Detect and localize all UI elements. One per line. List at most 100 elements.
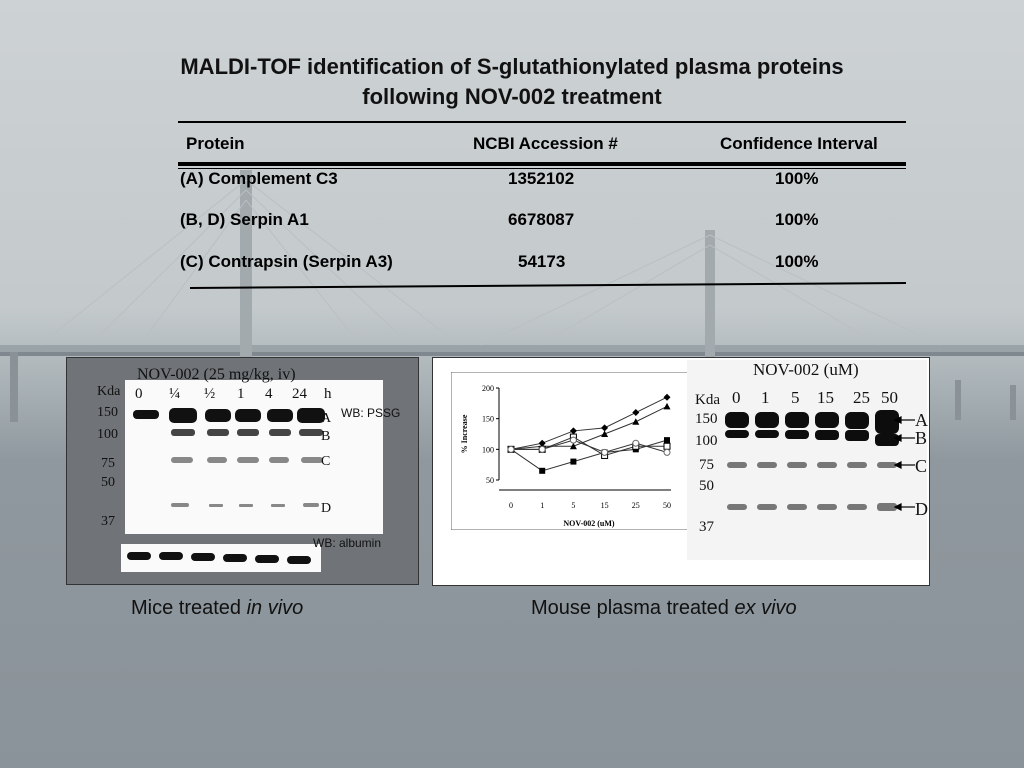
table-header-rule-thin (178, 168, 906, 169)
lane-label: 1 (761, 388, 770, 407)
marker-label: 150 (695, 411, 718, 427)
series-line-triangle (510, 405, 668, 450)
slide-title: MALDI-TOF identification of S-glutathion… (100, 52, 924, 112)
x-tick-label: 15 (601, 501, 609, 510)
data-point-circle-open (632, 439, 640, 447)
lane-label: 0 (732, 388, 741, 407)
band-label: D (915, 499, 928, 519)
table-cell-accession: 54173 (518, 252, 566, 271)
caption-ex-vivo-text: Mouse plasma treated (531, 597, 735, 619)
data-point-square-filled (664, 437, 670, 444)
lane-label: 25 (853, 388, 870, 407)
wb-pssg-label: WB: PSSG (341, 406, 401, 420)
table-cell-confidence: 100% (775, 169, 819, 188)
band-label: C (915, 456, 928, 476)
data-point-circle-open (663, 448, 671, 456)
data-point-diamond (569, 427, 577, 435)
lane-label: 50 (881, 388, 898, 407)
pssg-bands (133, 408, 325, 507)
x-tick-label: 50 (663, 501, 671, 510)
series-line-circle-open (511, 439, 668, 453)
table-header-confidence: Confidence Interval (720, 134, 878, 153)
ex-vivo-panel: 200 150 100 50 0 1 5 15 25 50 NOV-002 (uM)% Increa… (432, 357, 930, 586)
band-label: A (915, 410, 928, 430)
data-point-diamond (632, 409, 640, 417)
marker-label: 50 (699, 478, 714, 494)
marker-label: 75 (699, 457, 714, 473)
lane-label: 1 (237, 386, 245, 402)
marker-label: 37 (699, 519, 714, 535)
band-label: D (321, 501, 332, 516)
ex-vivo-bands (725, 410, 915, 511)
marker-label: 50 (101, 475, 115, 490)
lane-label: 0 (135, 386, 143, 402)
x-tick-label: 25 (632, 501, 640, 510)
caption-ex-vivo-italic: ex vivo (734, 597, 797, 619)
lane-label: ½ (204, 386, 216, 402)
marker-label: 37 (101, 514, 115, 529)
lane-label: 5 (791, 388, 800, 407)
marker-label: 75 (101, 456, 115, 471)
ex-vivo-blot-title: NOV-002 (uM) (753, 360, 859, 379)
in-vivo-blot-panel: NOV-002 (25 mg/kg, iv) Kda 150 100 75 50… (66, 357, 419, 585)
y-tick-label: 150 (482, 415, 494, 424)
y-tick-label: 50 (486, 476, 494, 485)
table-cell-protein: (B, D) Serpin A1 (180, 210, 309, 229)
caption-in-vivo: Mice treated in vivo (131, 597, 303, 620)
table-header-accession: NCBI Accession # (473, 134, 618, 153)
caption-ex-vivo: Mouse plasma treated ex vivo (531, 597, 797, 620)
ex-vivo-blot-area (687, 360, 927, 560)
y-tick-label: 100 (482, 445, 494, 454)
data-point-square-filled (539, 467, 546, 474)
marker-label: 100 (97, 427, 118, 442)
table-header-protein: Protein (186, 134, 245, 153)
kda-label: Kda (695, 392, 720, 408)
table-top-rule (178, 121, 906, 123)
wb-albumin-label: WB: albumin (313, 536, 382, 550)
table-cell-confidence: 100% (775, 210, 819, 229)
marker-label: 100 (695, 433, 718, 449)
y-axis-label: % Increase (460, 414, 469, 453)
table-cell-confidence: 100% (775, 252, 819, 271)
lane-label: 4 (265, 386, 273, 402)
x-axis-label: NOV-002 (uM) (563, 519, 615, 528)
data-point-triangle (632, 418, 640, 425)
table-cell-protein: (A) Complement C3 (180, 169, 338, 188)
table-cell-protein: (C) Contrapsin (Serpin A3) (180, 252, 393, 271)
x-tick-label: 0 (509, 501, 513, 510)
table-cell-accession: 6678087 (508, 210, 575, 229)
series-line-diamond (510, 396, 668, 450)
data-point-circle-open (569, 436, 577, 444)
data-point-triangle (663, 402, 671, 410)
band-label: B (321, 429, 331, 444)
blot-title: NOV-002 (25 mg/kg, iv) (137, 366, 296, 383)
data-point-diamond (663, 393, 671, 401)
data-point-square-filled (570, 458, 577, 465)
marker-label: 150 (97, 405, 118, 420)
data-point-circle-open (538, 445, 546, 453)
data-point-circle-open (601, 448, 609, 456)
data-point-circle-open (507, 445, 515, 453)
y-tick-label: 200 (482, 384, 494, 393)
caption-in-vivo-italic: in vivo (246, 597, 304, 619)
albumin-bands (127, 552, 311, 564)
caption-in-vivo-text: Mice treated (131, 597, 247, 619)
table-header-rule (178, 162, 906, 166)
data-point-diamond (601, 424, 609, 432)
data-point-square-open (663, 442, 671, 450)
lane-label: 24 (292, 386, 307, 402)
kda-label: Kda (97, 384, 121, 399)
table-cell-accession: 1352102 (508, 169, 575, 188)
title-line-2: following NOV-002 treatment (362, 84, 662, 109)
x-tick-label: 1 (540, 501, 544, 510)
band-label: C (321, 454, 331, 469)
band-label: A (321, 411, 332, 426)
band-label: B (915, 428, 928, 448)
series-line-square-filled (510, 439, 668, 472)
time-unit: h (324, 386, 332, 402)
lane-label: 15 (817, 388, 834, 407)
lane-label: ¼ (169, 386, 181, 402)
x-tick-label: 5 (571, 501, 575, 510)
data-point-triangle (601, 430, 609, 437)
